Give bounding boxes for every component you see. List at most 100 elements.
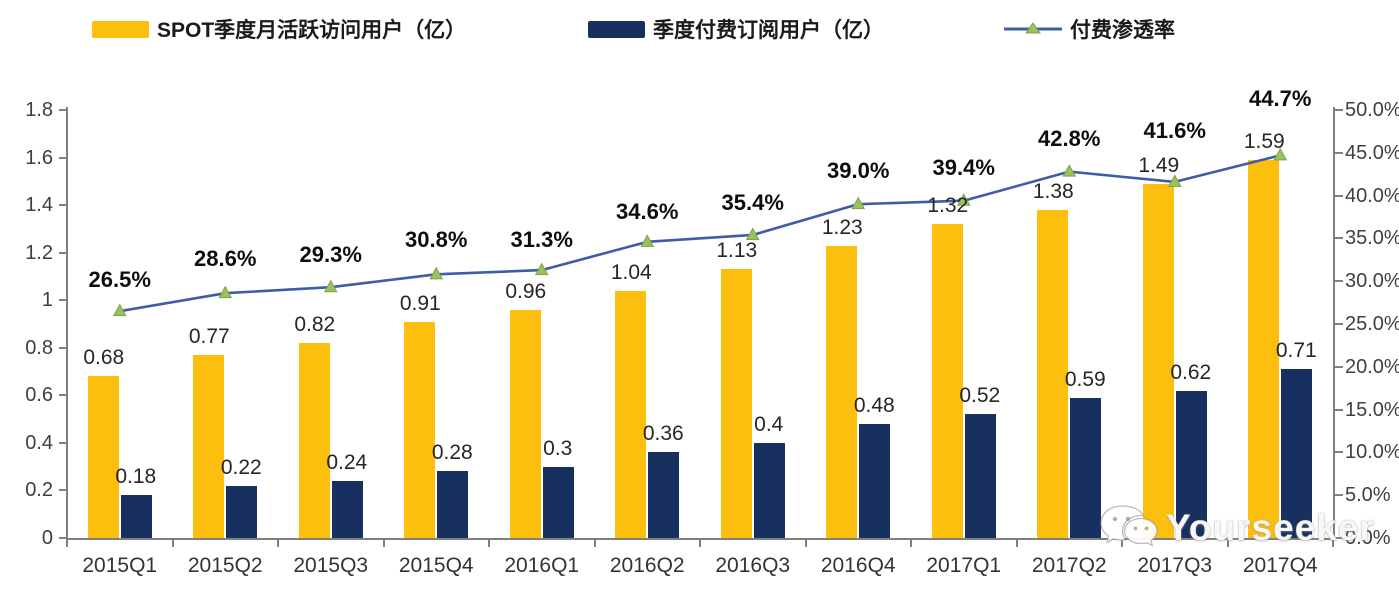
bar-label-mau: 0.82 bbox=[294, 313, 336, 337]
penetration-label: 42.8% bbox=[1038, 125, 1101, 151]
bar-subscribers bbox=[1281, 369, 1313, 538]
y-axis-left-tick bbox=[59, 299, 67, 302]
penetration-label: 39.0% bbox=[827, 158, 890, 184]
y-axis-right-label: 35.0% bbox=[1345, 227, 1399, 250]
bar-subscribers bbox=[542, 466, 574, 538]
y-axis-left-tick bbox=[59, 346, 67, 349]
bar-label-subscribers: 0.52 bbox=[959, 384, 1001, 408]
y-axis-right-tick bbox=[1335, 494, 1343, 497]
penetration-marker-icon bbox=[218, 285, 233, 299]
bar-subscribers bbox=[648, 452, 680, 538]
y-axis-right-tick bbox=[1335, 323, 1343, 325]
y-axis-right-label: 5.0% bbox=[1345, 484, 1391, 507]
bar-label-mau: 0.96 bbox=[505, 279, 547, 303]
y-axis-right-tick bbox=[1335, 408, 1343, 411]
x-axis-label: 2017Q4 bbox=[1242, 554, 1318, 577]
y-axis-right-label: 10.0% bbox=[1345, 441, 1399, 464]
penetration-label: 35.4% bbox=[721, 189, 784, 215]
x-axis-tick bbox=[699, 540, 701, 547]
penetration-line bbox=[119, 154, 1281, 313]
wechat-icon bbox=[1100, 505, 1158, 547]
penetration-label: 41.6% bbox=[1143, 117, 1206, 143]
bar-label-mau: 1.49 bbox=[1138, 153, 1180, 177]
y-axis-left-label: 0.6 bbox=[25, 384, 53, 407]
y-axis-right-tick bbox=[1335, 537, 1343, 539]
y-axis-right-label: 15.0% bbox=[1345, 398, 1399, 421]
penetration-label: 26.5% bbox=[88, 267, 151, 293]
watermark: Yourseeker bbox=[1098, 504, 1375, 552]
bar-mau bbox=[298, 343, 330, 538]
bar-subscribers bbox=[437, 471, 469, 538]
bar-mau bbox=[87, 376, 119, 538]
y-axis-left-tick bbox=[59, 204, 67, 207]
y-axis-right-tick bbox=[1335, 451, 1343, 454]
bar-mau bbox=[193, 354, 225, 538]
bar-subscribers bbox=[331, 480, 363, 538]
penetration-legend-label: 付费渗透率 bbox=[1070, 19, 1175, 42]
y-axis-right-tick bbox=[1335, 237, 1343, 240]
bar-label-mau: 1.13 bbox=[716, 239, 758, 263]
y-axis-left-label: 0.4 bbox=[25, 431, 53, 454]
bar-mau bbox=[931, 224, 963, 538]
x-axis bbox=[66, 538, 1335, 540]
x-axis-label: 2017Q1 bbox=[926, 554, 1002, 577]
watermark-text: Yourseeker bbox=[1166, 507, 1375, 548]
x-axis-label: 2017Q3 bbox=[1137, 554, 1213, 577]
y-axis-right-tick bbox=[1335, 365, 1343, 368]
penetration-marker-icon bbox=[534, 262, 549, 276]
y-axis-left-label: 1.8 bbox=[25, 99, 53, 121]
penetration-marker-icon bbox=[429, 266, 444, 280]
bar-label-mau: 1.23 bbox=[821, 215, 863, 239]
y-axis-right-label: 50.0% bbox=[1345, 99, 1399, 121]
bar-mau bbox=[404, 321, 436, 538]
x-axis-tick bbox=[910, 540, 912, 547]
x-axis-label: 2016Q3 bbox=[715, 554, 791, 577]
x-axis-tick bbox=[66, 540, 68, 547]
y-axis-left-tick bbox=[59, 394, 67, 397]
penetration-legend-marker-icon bbox=[1004, 22, 1062, 34]
bar-label-mau: 1.59 bbox=[1243, 129, 1285, 153]
x-axis-label: 2015Q3 bbox=[293, 554, 369, 577]
bar-subscribers bbox=[964, 414, 996, 538]
y-axis-left-tick bbox=[59, 489, 67, 492]
x-axis-tick bbox=[1226, 540, 1229, 547]
x-axis-tick bbox=[1332, 540, 1334, 547]
bar-label-mau: 0.68 bbox=[83, 346, 125, 370]
penetration-label: 31.3% bbox=[510, 227, 573, 253]
penetration-label: 34.6% bbox=[616, 198, 679, 224]
penetration-marker-icon bbox=[112, 303, 127, 317]
penetration-marker-icon bbox=[851, 196, 866, 210]
bar-label-subscribers: 0.4 bbox=[754, 412, 784, 436]
subscribers-legend-label: 季度付费订阅用户（亿） bbox=[653, 19, 884, 42]
bar-subscribers bbox=[120, 495, 152, 538]
y-axis-left bbox=[66, 107, 68, 539]
legend-item-subscribers: 季度付费订阅用户（亿） bbox=[588, 14, 884, 44]
x-axis-label: 2016Q1 bbox=[504, 554, 580, 577]
subscribers-legend-swatch bbox=[588, 20, 645, 38]
bar-label-mau: 0.77 bbox=[188, 324, 230, 348]
y-axis-left-label: 0 bbox=[41, 527, 53, 549]
y-axis-left-label: 0.8 bbox=[25, 336, 53, 359]
bar-subscribers bbox=[1070, 397, 1102, 538]
bar-label-mau: 1.04 bbox=[610, 260, 652, 284]
bar-subscribers bbox=[859, 423, 891, 538]
x-axis-label: 2016Q4 bbox=[820, 554, 896, 577]
x-axis-tick bbox=[382, 540, 385, 547]
x-axis-label: 2017Q2 bbox=[1031, 554, 1107, 577]
y-axis-left-label: 1.2 bbox=[25, 241, 53, 264]
bar-label-subscribers: 0.22 bbox=[220, 455, 262, 479]
y-axis-left-tick bbox=[59, 441, 67, 444]
x-axis-tick bbox=[488, 540, 490, 547]
penetration-marker-icon bbox=[1062, 164, 1077, 177]
bar-label-subscribers: 0.28 bbox=[431, 441, 473, 465]
x-axis-tick bbox=[1015, 540, 1018, 547]
x-axis-label: 2015Q4 bbox=[398, 554, 474, 577]
penetration-label: 29.3% bbox=[299, 242, 362, 268]
mau-legend-label: SPOT季度月活跃访问用户（亿） bbox=[157, 19, 467, 42]
bar-label-subscribers: 0.59 bbox=[1064, 367, 1106, 391]
x-axis-label: 2015Q2 bbox=[187, 554, 263, 577]
y-axis-right-tick bbox=[1335, 194, 1343, 197]
y-axis-left-label: 1.6 bbox=[25, 146, 53, 169]
y-axis-right-label: 20.0% bbox=[1345, 355, 1399, 378]
